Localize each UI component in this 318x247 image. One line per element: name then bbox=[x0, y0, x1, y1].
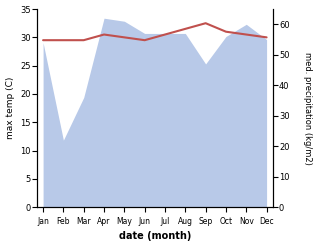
X-axis label: date (month): date (month) bbox=[119, 231, 191, 242]
Y-axis label: max temp (C): max temp (C) bbox=[5, 77, 15, 139]
Y-axis label: med. precipitation (kg/m2): med. precipitation (kg/m2) bbox=[303, 52, 313, 165]
